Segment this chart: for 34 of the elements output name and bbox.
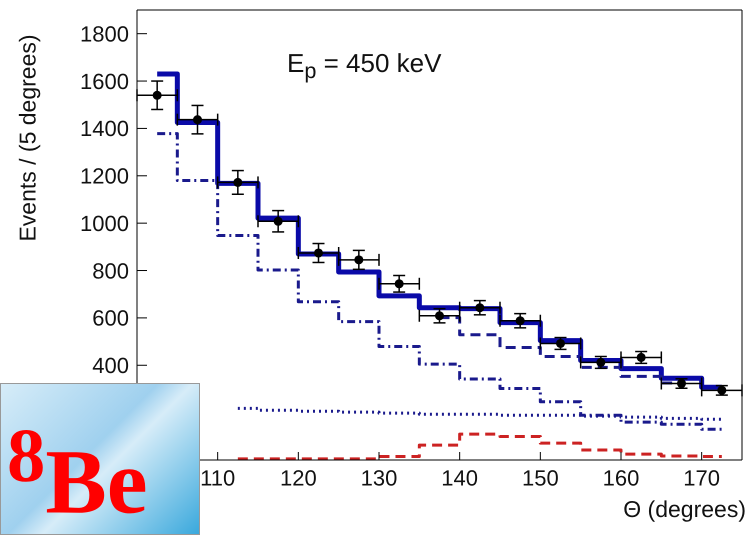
point bbox=[192, 115, 202, 124]
x-tick-label: 110 bbox=[200, 466, 236, 491]
point bbox=[596, 358, 606, 367]
point bbox=[475, 303, 484, 312]
x-tick-label: 150 bbox=[522, 466, 559, 491]
point bbox=[434, 311, 444, 320]
y-tick-label: 1400 bbox=[80, 116, 129, 142]
y-tick-label: 1800 bbox=[80, 21, 129, 46]
x-axis-title: Θ (degrees) bbox=[623, 496, 746, 523]
point bbox=[556, 338, 566, 348]
gradient-panel: $^{8}$Be bbox=[0, 383, 200, 535]
annotation: $^{8}$Be bbox=[7, 412, 148, 533]
x-tick-label: 130 bbox=[360, 466, 398, 491]
x-tick-label: 160 bbox=[602, 466, 640, 491]
point bbox=[354, 255, 364, 264]
x-tick-label: 140 bbox=[441, 466, 478, 491]
point bbox=[636, 352, 646, 362]
annotation: E$_{p}$ = 450 keV bbox=[287, 48, 442, 84]
y-tick-label: 1000 bbox=[80, 210, 129, 236]
x-tick-label: 120 bbox=[280, 466, 317, 491]
x-tick-label: 170 bbox=[683, 466, 720, 491]
point bbox=[233, 178, 242, 187]
y-tick-label: 800 bbox=[92, 258, 129, 284]
point bbox=[516, 316, 525, 326]
point bbox=[394, 279, 404, 288]
point bbox=[274, 216, 283, 226]
y-tick-label: 600 bbox=[92, 306, 129, 331]
y-tick-label: 400 bbox=[92, 353, 129, 378]
point bbox=[717, 386, 726, 395]
point bbox=[314, 248, 324, 258]
y-tick-label: 1600 bbox=[80, 68, 129, 94]
y-axis-title: Events / (5 degrees) bbox=[14, 34, 42, 242]
point bbox=[152, 90, 162, 100]
y-tick-label: 1200 bbox=[80, 164, 129, 189]
